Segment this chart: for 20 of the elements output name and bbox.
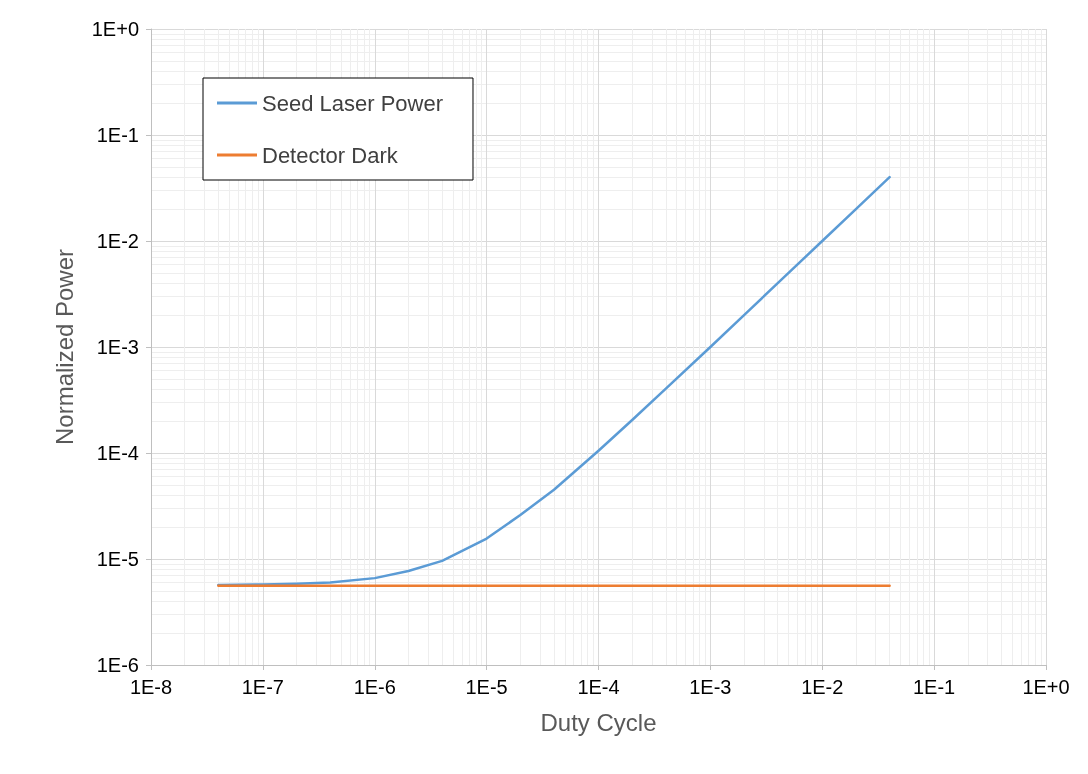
- x-tick-label: 1E-6: [353, 676, 396, 698]
- x-tick-label: 1E-7: [241, 676, 284, 698]
- x-axis-title: Duty Cycle: [540, 708, 657, 736]
- y-tick-label: 1E-2: [96, 230, 139, 252]
- y-tick-label: 1E-3: [96, 336, 139, 358]
- y-tick-label: 1E+0: [91, 18, 139, 40]
- legend-label: Detector Dark: [262, 142, 399, 168]
- x-tick-label: 1E-1: [913, 676, 956, 698]
- y-axis-title: Normalized Power: [50, 248, 78, 446]
- x-tick-label: 1E-4: [577, 676, 620, 698]
- x-tick-label: 1E-3: [689, 676, 732, 698]
- y-tick-label: 1E-4: [96, 442, 139, 464]
- x-tick-label: 1E-5: [465, 676, 508, 698]
- y-tick-label: 1E-1: [96, 124, 139, 146]
- legend-label: Seed Laser Power: [262, 90, 443, 116]
- x-tick-label: 1E+0: [1022, 676, 1070, 698]
- y-tick-label: 1E-6: [96, 654, 139, 676]
- y-tick-label: 1E-5: [96, 548, 139, 570]
- x-tick-label: 1E-2: [801, 676, 844, 698]
- x-tick-label: 1E-8: [129, 676, 173, 698]
